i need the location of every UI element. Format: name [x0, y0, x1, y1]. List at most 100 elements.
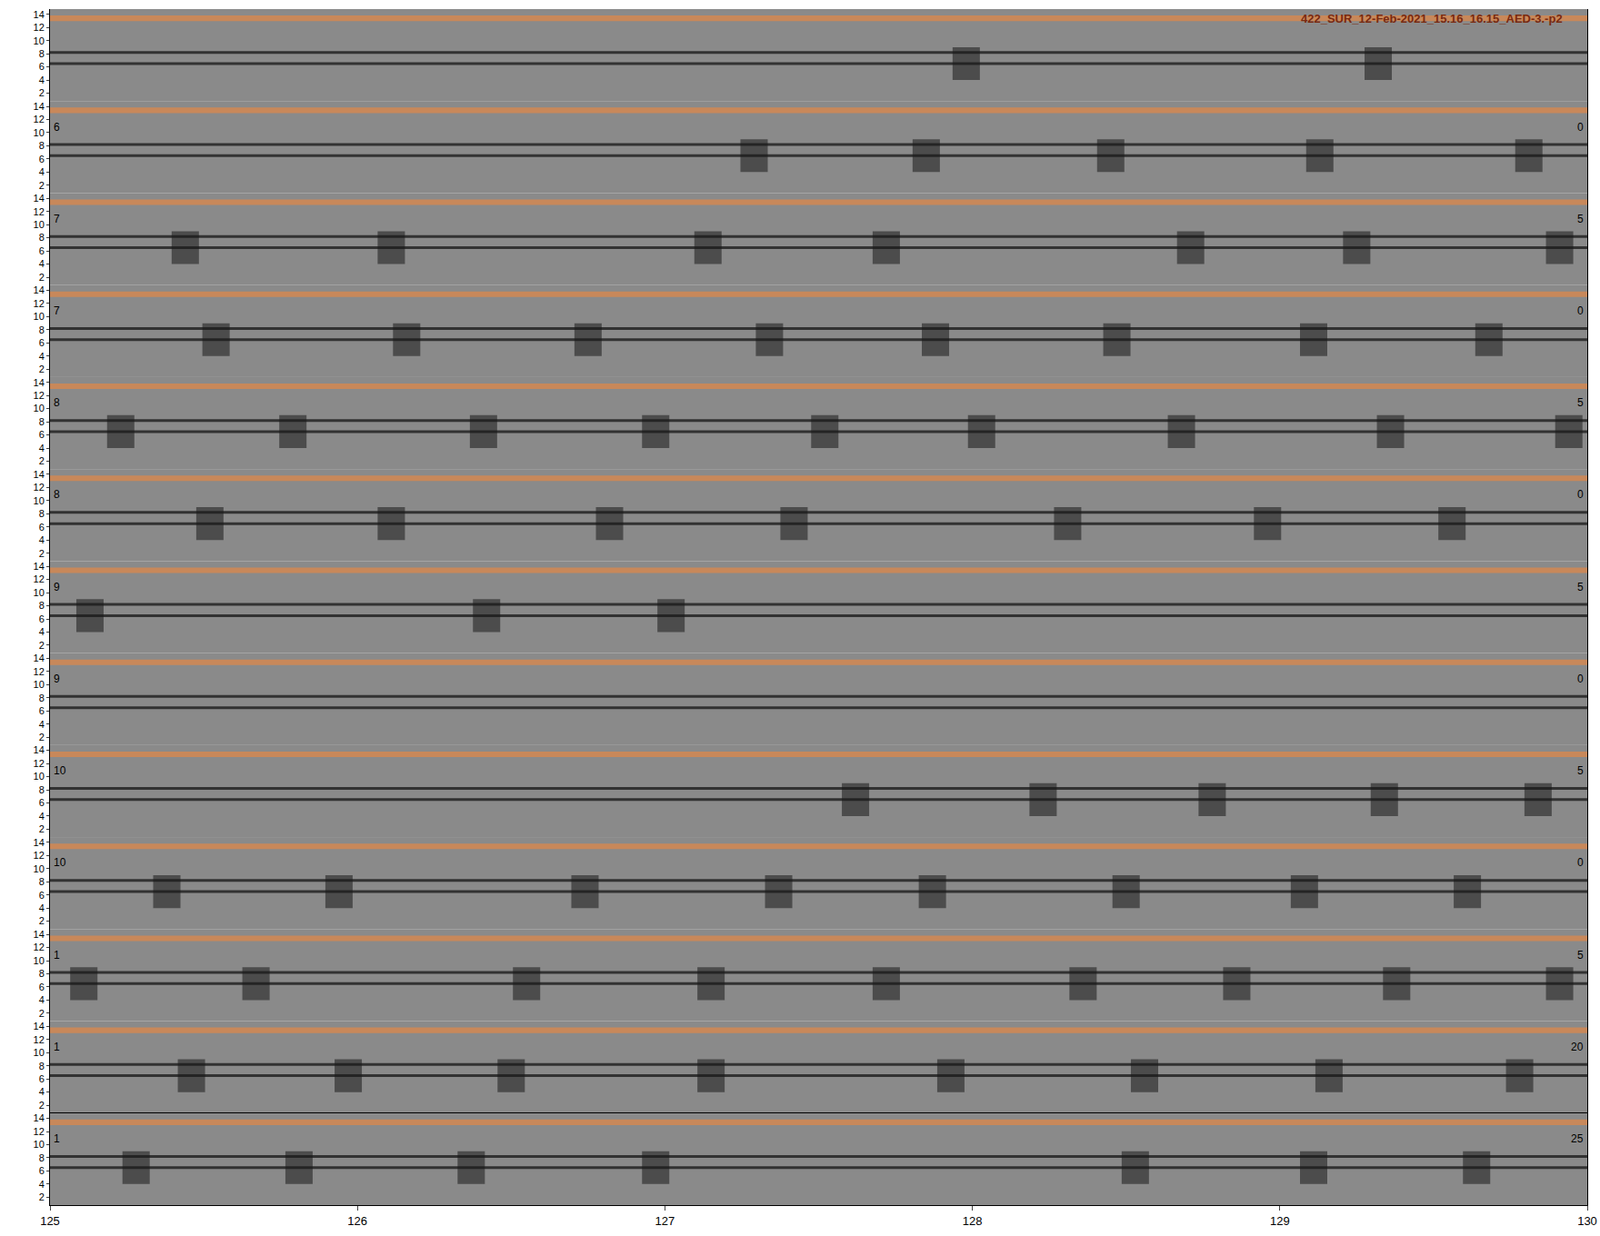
svg-text:10: 10 — [53, 856, 67, 870]
svg-text:0: 0 — [1577, 856, 1584, 870]
svg-text:14: 14 — [33, 837, 45, 849]
svg-text:10: 10 — [33, 770, 45, 782]
svg-text:1: 1 — [53, 1040, 60, 1054]
svg-text:14: 14 — [33, 929, 45, 940]
svg-text:12: 12 — [33, 206, 45, 218]
svg-text:126: 126 — [347, 1214, 368, 1229]
svg-text:1: 1 — [53, 949, 60, 962]
svg-text:8: 8 — [53, 488, 60, 501]
svg-text:8: 8 — [39, 48, 45, 60]
svg-text:10: 10 — [33, 402, 45, 414]
svg-text:6: 6 — [39, 60, 45, 72]
svg-text:4: 4 — [39, 74, 45, 86]
svg-text:14: 14 — [33, 1020, 45, 1032]
svg-text:6: 6 — [39, 153, 45, 165]
svg-text:12: 12 — [33, 1126, 45, 1138]
svg-text:4: 4 — [39, 166, 45, 178]
svg-text:12: 12 — [33, 758, 45, 770]
svg-text:6: 6 — [39, 429, 45, 440]
svg-text:14: 14 — [33, 744, 45, 756]
svg-text:12: 12 — [33, 481, 45, 493]
svg-text:0: 0 — [1577, 488, 1584, 501]
svg-text:4: 4 — [39, 626, 45, 638]
svg-text:20: 20 — [1570, 1040, 1584, 1054]
svg-text:0: 0 — [1577, 672, 1584, 686]
svg-text:8: 8 — [53, 396, 60, 410]
svg-text:5: 5 — [1577, 396, 1584, 410]
svg-text:10: 10 — [33, 679, 45, 690]
svg-text:6: 6 — [39, 337, 45, 349]
svg-text:2: 2 — [39, 180, 45, 191]
svg-text:8: 8 — [39, 508, 45, 520]
svg-text:7: 7 — [53, 304, 60, 318]
svg-text:10: 10 — [33, 1139, 45, 1150]
svg-text:14: 14 — [33, 192, 45, 204]
svg-text:10: 10 — [33, 495, 45, 507]
svg-text:14: 14 — [33, 652, 45, 664]
svg-text:2: 2 — [39, 363, 45, 375]
svg-text:6: 6 — [39, 797, 45, 809]
svg-text:4: 4 — [39, 534, 45, 546]
svg-text:14: 14 — [33, 1112, 45, 1124]
svg-text:5: 5 — [1577, 580, 1584, 594]
svg-text:9: 9 — [53, 672, 60, 686]
svg-text:14: 14 — [33, 377, 45, 389]
svg-text:12: 12 — [33, 941, 45, 953]
svg-text:6: 6 — [39, 521, 45, 533]
svg-text:125: 125 — [40, 1214, 60, 1229]
svg-text:4: 4 — [39, 719, 45, 730]
svg-text:14: 14 — [33, 284, 45, 296]
svg-text:12: 12 — [33, 298, 45, 310]
svg-text:6: 6 — [39, 1073, 45, 1085]
svg-text:130: 130 — [1577, 1214, 1598, 1229]
svg-text:14: 14 — [33, 469, 45, 480]
svg-text:12: 12 — [33, 850, 45, 861]
svg-text:2: 2 — [39, 640, 45, 651]
svg-text:10: 10 — [33, 863, 45, 875]
svg-text:10: 10 — [53, 764, 67, 778]
svg-text:10: 10 — [33, 219, 45, 230]
svg-text:4: 4 — [39, 810, 45, 822]
svg-text:14: 14 — [33, 100, 45, 112]
svg-text:25: 25 — [1570, 1132, 1584, 1146]
svg-text:1: 1 — [53, 1132, 60, 1146]
svg-text:10: 10 — [33, 127, 45, 139]
svg-text:8: 8 — [39, 140, 45, 151]
svg-text:6: 6 — [39, 705, 45, 717]
svg-text:4: 4 — [39, 1179, 45, 1190]
svg-text:2: 2 — [39, 731, 45, 743]
svg-text:14: 14 — [33, 9, 45, 20]
svg-text:6: 6 — [39, 245, 45, 257]
svg-text:4: 4 — [39, 1086, 45, 1098]
svg-text:8: 8 — [39, 416, 45, 428]
svg-text:2: 2 — [39, 455, 45, 467]
svg-text:2: 2 — [39, 823, 45, 835]
svg-text:2: 2 — [39, 1100, 45, 1111]
svg-text:422_SUR_12-Feb-2021_15.16_16.1: 422_SUR_12-Feb-2021_15.16_16.15_AED-3.-p… — [1300, 11, 1563, 26]
svg-text:8: 8 — [39, 1152, 45, 1164]
svg-text:127: 127 — [655, 1214, 676, 1229]
svg-text:10: 10 — [33, 955, 45, 967]
svg-text:12: 12 — [33, 1034, 45, 1046]
svg-text:5: 5 — [1577, 764, 1584, 778]
svg-text:12: 12 — [33, 21, 45, 33]
svg-text:14: 14 — [33, 560, 45, 572]
svg-text:8: 8 — [39, 784, 45, 796]
svg-text:6: 6 — [39, 981, 45, 993]
svg-text:0: 0 — [1577, 120, 1584, 134]
svg-text:10: 10 — [33, 587, 45, 599]
svg-text:8: 8 — [39, 876, 45, 888]
svg-text:4: 4 — [39, 442, 45, 454]
svg-text:8: 8 — [39, 1060, 45, 1072]
svg-text:6: 6 — [39, 613, 45, 625]
svg-text:6: 6 — [39, 1165, 45, 1177]
svg-text:2: 2 — [39, 1008, 45, 1020]
svg-text:6: 6 — [39, 890, 45, 901]
svg-text:8: 8 — [39, 324, 45, 336]
svg-text:8: 8 — [39, 968, 45, 980]
svg-text:10: 10 — [33, 310, 45, 322]
svg-text:12: 12 — [33, 573, 45, 585]
svg-text:7: 7 — [53, 212, 60, 226]
svg-text:5: 5 — [1577, 212, 1584, 226]
svg-text:4: 4 — [39, 994, 45, 1006]
